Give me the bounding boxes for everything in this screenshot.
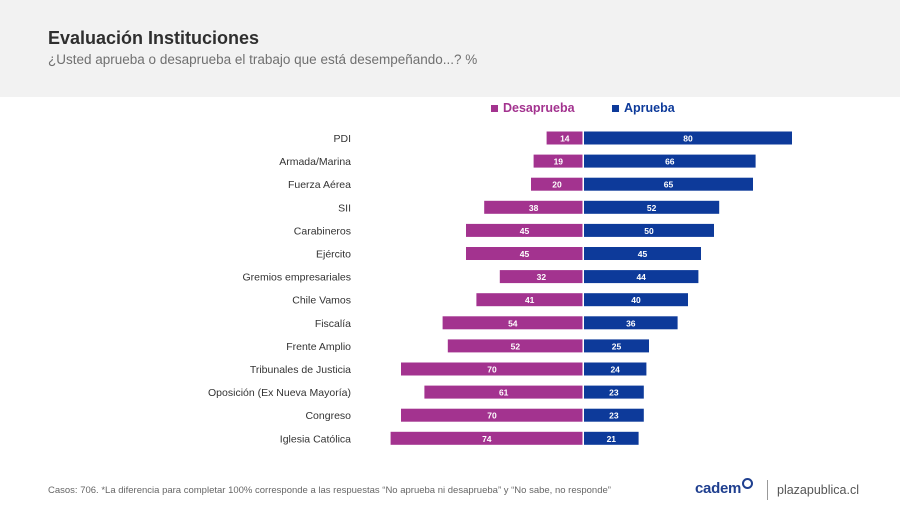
legend-aprueba: Aprueba [612, 100, 675, 116]
bar-desaprueba [390, 431, 583, 445]
category-label: Ejército [316, 249, 351, 261]
bar-aprueba [584, 339, 649, 353]
category-label: Frente Amplio [286, 341, 351, 353]
value-label-desaprueba: 41 [525, 295, 535, 305]
page-title: Evaluación Instituciones [48, 28, 260, 48]
bar-aprueba [584, 177, 753, 191]
category-label: Oposición (Ex Nueva Mayoría) [208, 387, 351, 399]
bar-desaprueba [466, 247, 583, 260]
category-label: SII [338, 202, 351, 214]
value-label-aprueba: 23 [609, 411, 619, 421]
bar-desaprueba [466, 223, 583, 237]
bar-aprueba [584, 431, 639, 445]
value-label-desaprueba: 20 [552, 180, 562, 190]
legend-swatch-desaprueba [491, 104, 498, 112]
bar-aprueba [584, 154, 756, 168]
bar-desaprueba [401, 362, 583, 376]
value-label-aprueba: 24 [610, 365, 620, 375]
value-label-aprueba: 45 [638, 249, 648, 259]
value-label-aprueba: 23 [609, 388, 619, 398]
value-label-desaprueba: 74 [482, 434, 492, 444]
value-label-aprueba: 80 [683, 134, 693, 144]
bar-aprueba [584, 247, 701, 260]
value-label-aprueba: 36 [626, 318, 636, 328]
category-label: Armada/Marina [279, 156, 351, 168]
logo-dot-icon [742, 478, 754, 489]
bar-aprueba [584, 131, 792, 145]
bar-desaprueba [447, 339, 583, 353]
bar-aprueba [584, 362, 647, 376]
bar-aprueba [584, 316, 678, 330]
legend-label-aprueba: Aprueba [624, 101, 675, 115]
value-label-desaprueba: 45 [520, 249, 530, 259]
bar-aprueba [584, 223, 714, 237]
value-label-aprueba: 50 [644, 226, 654, 236]
value-label-desaprueba: 52 [511, 341, 521, 351]
value-label-desaprueba: 61 [499, 388, 509, 398]
cadem-logo: cadem [695, 478, 754, 497]
diverging-bar-chart: PDI 14 80 Armada/Marina 19 66 Fuerza Aérea 20 65… [208, 129, 792, 447]
category-label: Gremios empresariales [242, 272, 351, 284]
bar-desaprueba [442, 316, 583, 330]
value-label-desaprueba: 45 [520, 226, 530, 236]
bar-aprueba [584, 270, 699, 284]
category-label: Congreso [305, 410, 351, 422]
legend-label-desaprueba: Desaprueba [503, 101, 575, 115]
legend-swatch-aprueba [612, 104, 619, 112]
bar-aprueba [584, 408, 644, 422]
value-label-aprueba: 40 [631, 295, 641, 305]
site-url: plazapublica.cl [777, 483, 859, 497]
bar-desaprueba [531, 177, 583, 191]
value-label-aprueba: 25 [612, 341, 622, 351]
category-label: Chile Vamos [292, 295, 351, 307]
value-label-desaprueba: 19 [554, 157, 564, 167]
bar-desaprueba [546, 131, 583, 145]
bar-aprueba [584, 200, 720, 214]
brand-name: cadem [695, 480, 742, 497]
value-label-desaprueba: 32 [537, 272, 547, 282]
value-label-aprueba: 44 [636, 272, 646, 282]
value-label-aprueba: 65 [664, 180, 674, 190]
category-label: Carabineros [294, 225, 351, 237]
value-label-desaprueba: 14 [560, 134, 570, 144]
category-label: Fiscalía [315, 318, 351, 330]
bar-desaprueba [424, 385, 583, 399]
bar-desaprueba [499, 270, 583, 284]
value-label-aprueba: 21 [607, 434, 617, 444]
category-label: Tribunales de Justicia [250, 364, 351, 376]
value-label-aprueba: 66 [665, 157, 675, 167]
category-label: PDI [333, 133, 351, 145]
footer-note: Casos: 706. *La diferencia para completa… [48, 485, 611, 496]
value-label-desaprueba: 38 [529, 203, 539, 213]
bar-aprueba [584, 293, 688, 307]
value-label-desaprueba: 70 [487, 365, 497, 375]
category-label: Iglesia Católica [280, 433, 351, 445]
page-subtitle: ¿Usted aprueba o desaprueba el trabajo q… [48, 52, 478, 67]
bar-desaprueba [484, 200, 583, 214]
category-label: Fuerza Aérea [288, 179, 351, 191]
value-label-aprueba: 52 [647, 203, 657, 213]
value-label-desaprueba: 54 [508, 318, 518, 328]
legend-desaprueba: Desaprueba [491, 100, 575, 116]
header-band [0, 0, 900, 97]
bar-desaprueba [533, 154, 583, 168]
bar-desaprueba [476, 293, 583, 307]
bar-aprueba [584, 385, 644, 399]
bar-desaprueba [401, 408, 583, 422]
footer-divider [767, 480, 768, 500]
value-label-desaprueba: 70 [487, 411, 497, 421]
